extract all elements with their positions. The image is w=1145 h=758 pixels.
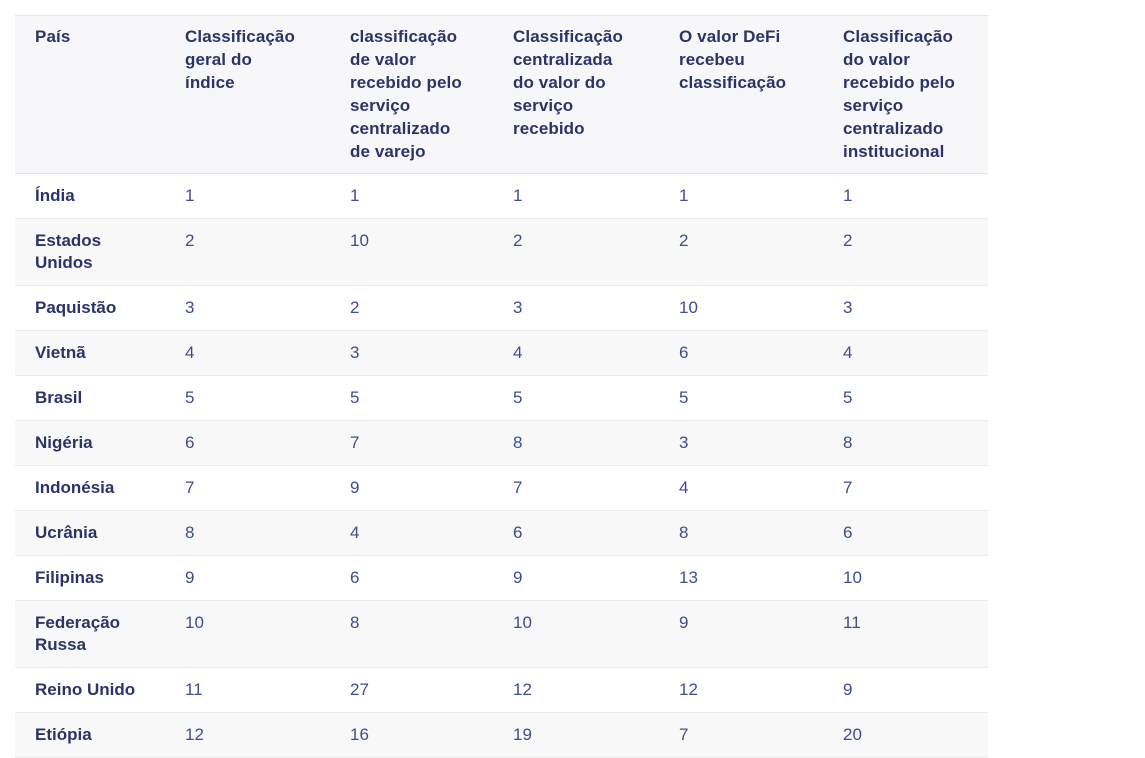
rank-cell: 6 (659, 330, 823, 376)
column-header-valor-centralizado-institucional: Classificação do valor recebido pelo ser… (823, 15, 988, 174)
rank-cell: 7 (493, 465, 659, 511)
rank-cell: 3 (823, 285, 988, 331)
rank-cell: 6 (493, 510, 659, 556)
rank-cell: 9 (659, 600, 823, 668)
rank-cell: 2 (165, 218, 330, 286)
rank-cell: 4 (659, 465, 823, 511)
country-cell: Reino Unido (15, 667, 165, 713)
crypto-adoption-ranking-table: País Classificação geral do índice class… (15, 15, 988, 758)
rank-cell: 6 (823, 510, 988, 556)
rank-cell: 8 (493, 420, 659, 466)
rank-cell: 4 (330, 510, 493, 556)
rank-cell: 1 (493, 173, 659, 219)
table-row: Índia 1 1 1 1 1 (15, 173, 988, 219)
table-row: Vietnã 4 3 4 6 4 (15, 330, 988, 376)
ranking-table-container: País Classificação geral do índice class… (15, 15, 988, 758)
rank-cell: 1 (165, 173, 330, 219)
rank-cell: 12 (659, 667, 823, 713)
rank-cell: 10 (493, 600, 659, 668)
rank-cell: 8 (330, 600, 493, 668)
country-cell: Filipinas (15, 555, 165, 601)
country-cell: Índia (15, 173, 165, 219)
rank-cell: 10 (330, 218, 493, 286)
rank-cell: 4 (493, 330, 659, 376)
country-cell: Indonésia (15, 465, 165, 511)
rank-cell: 7 (823, 465, 988, 511)
table-row: Ucrânia 8 4 6 8 6 (15, 510, 988, 556)
table-row: Etiópia 12 16 19 7 20 (15, 712, 988, 758)
rank-cell: 6 (165, 420, 330, 466)
rank-cell: 3 (165, 285, 330, 331)
country-cell: Paquistão (15, 285, 165, 331)
rank-cell: 5 (823, 375, 988, 421)
rank-cell: 7 (165, 465, 330, 511)
country-cell: Ucrânia (15, 510, 165, 556)
rank-cell: 1 (823, 173, 988, 219)
rank-cell: 3 (330, 330, 493, 376)
rank-cell: 7 (330, 420, 493, 466)
rank-cell: 2 (330, 285, 493, 331)
rank-cell: 8 (823, 420, 988, 466)
rank-cell: 10 (659, 285, 823, 331)
rank-cell: 5 (165, 375, 330, 421)
rank-cell: 7 (659, 712, 823, 758)
rank-cell: 12 (165, 712, 330, 758)
table-row: Filipinas 9 6 9 13 10 (15, 555, 988, 601)
table-row: Brasil 5 5 5 5 5 (15, 375, 988, 421)
country-cell: Brasil (15, 375, 165, 421)
rank-cell: 5 (330, 375, 493, 421)
table-row: Reino Unido 11 27 12 12 9 (15, 667, 988, 713)
rank-cell: 11 (823, 600, 988, 668)
table-row: Indonésia 7 9 7 4 7 (15, 465, 988, 511)
rank-cell: 11 (165, 667, 330, 713)
rank-cell: 2 (493, 218, 659, 286)
rank-cell: 5 (659, 375, 823, 421)
rank-cell: 1 (330, 173, 493, 219)
column-header-pais: País (15, 15, 165, 174)
table-row: Federação Russa 10 8 10 9 11 (15, 600, 988, 668)
rank-cell: 10 (823, 555, 988, 601)
country-cell: Vietnã (15, 330, 165, 376)
column-header-valor-centralizado-varejo: classificação de valor recebido pelo ser… (330, 15, 493, 174)
rank-cell: 8 (165, 510, 330, 556)
country-cell: Federação Russa (15, 600, 165, 668)
rank-cell: 5 (493, 375, 659, 421)
rank-cell: 20 (823, 712, 988, 758)
column-header-classificacao-geral: Classificação geral do índice (165, 15, 330, 174)
rank-cell: 3 (659, 420, 823, 466)
header-row: País Classificação geral do índice class… (15, 15, 988, 174)
rank-cell: 9 (330, 465, 493, 511)
table-row: Paquistão 3 2 3 10 3 (15, 285, 988, 331)
rank-cell: 19 (493, 712, 659, 758)
rank-cell: 13 (659, 555, 823, 601)
rank-cell: 12 (493, 667, 659, 713)
rank-cell: 9 (165, 555, 330, 601)
rank-cell: 10 (165, 600, 330, 668)
column-header-valor-defi: O valor DeFi recebeu classificação (659, 15, 823, 174)
table-row: Nigéria 6 7 8 3 8 (15, 420, 988, 466)
rank-cell: 1 (659, 173, 823, 219)
rank-cell: 9 (493, 555, 659, 601)
rank-cell: 2 (823, 218, 988, 286)
column-header-valor-servico-recebido: Classificação centralizada do valor do s… (493, 15, 659, 174)
rank-cell: 2 (659, 218, 823, 286)
country-cell: Nigéria (15, 420, 165, 466)
table-body: Índia 1 1 1 1 1 Estados Unidos 2 10 2 2 … (15, 173, 988, 758)
rank-cell: 4 (165, 330, 330, 376)
rank-cell: 4 (823, 330, 988, 376)
rank-cell: 3 (493, 285, 659, 331)
rank-cell: 8 (659, 510, 823, 556)
table-header: País Classificação geral do índice class… (15, 15, 988, 174)
country-cell: Etiópia (15, 712, 165, 758)
country-cell: Estados Unidos (15, 218, 165, 286)
rank-cell: 16 (330, 712, 493, 758)
rank-cell: 6 (330, 555, 493, 601)
table-row: Estados Unidos 2 10 2 2 2 (15, 218, 988, 286)
rank-cell: 27 (330, 667, 493, 713)
rank-cell: 9 (823, 667, 988, 713)
